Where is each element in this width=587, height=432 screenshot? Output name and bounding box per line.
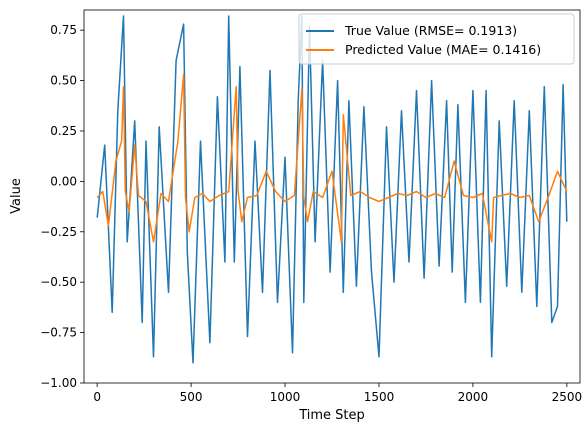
x-tick-label: 1500	[364, 390, 395, 404]
legend: True Value (RMSE= 0.1913) Predicted Valu…	[298, 13, 575, 65]
y-tick-label: 0.00	[50, 174, 77, 188]
legend-label-true: True Value (RMSE= 0.1913)	[344, 23, 517, 38]
plot-frame	[83, 9, 581, 384]
legend-label-predicted: Predicted Value (MAE= 0.1416)	[345, 42, 541, 57]
x-tick-label: 2000	[458, 390, 489, 404]
y-tick-label: −1.00	[40, 376, 77, 390]
legend-box	[298, 13, 575, 65]
x-axis-title: Time Step	[298, 408, 365, 423]
y-tick-label: −0.75	[40, 326, 77, 340]
x-tick-label: 0	[93, 390, 101, 404]
plot-area	[84, 10, 580, 383]
y-tick-label: −0.25	[40, 225, 77, 239]
y-tick-label: −0.50	[40, 275, 77, 289]
y-tick-label: 0.50	[50, 74, 77, 88]
series-line-1	[96, 73, 568, 243]
x-axis: 0 500 1000 1500 2000 2500	[93, 383, 582, 404]
x-tick-label: 1000	[270, 390, 301, 404]
y-tick-label: 0.25	[50, 124, 77, 138]
y-axis: −1.00 −0.75 −0.50 −0.25 0.00 0.25 0.50 0.75	[40, 23, 84, 390]
y-tick-label: 0.75	[50, 23, 77, 37]
x-tick-label: 500	[180, 390, 203, 404]
y-axis-title: Value	[9, 178, 24, 214]
x-tick-label: 2500	[552, 390, 583, 404]
